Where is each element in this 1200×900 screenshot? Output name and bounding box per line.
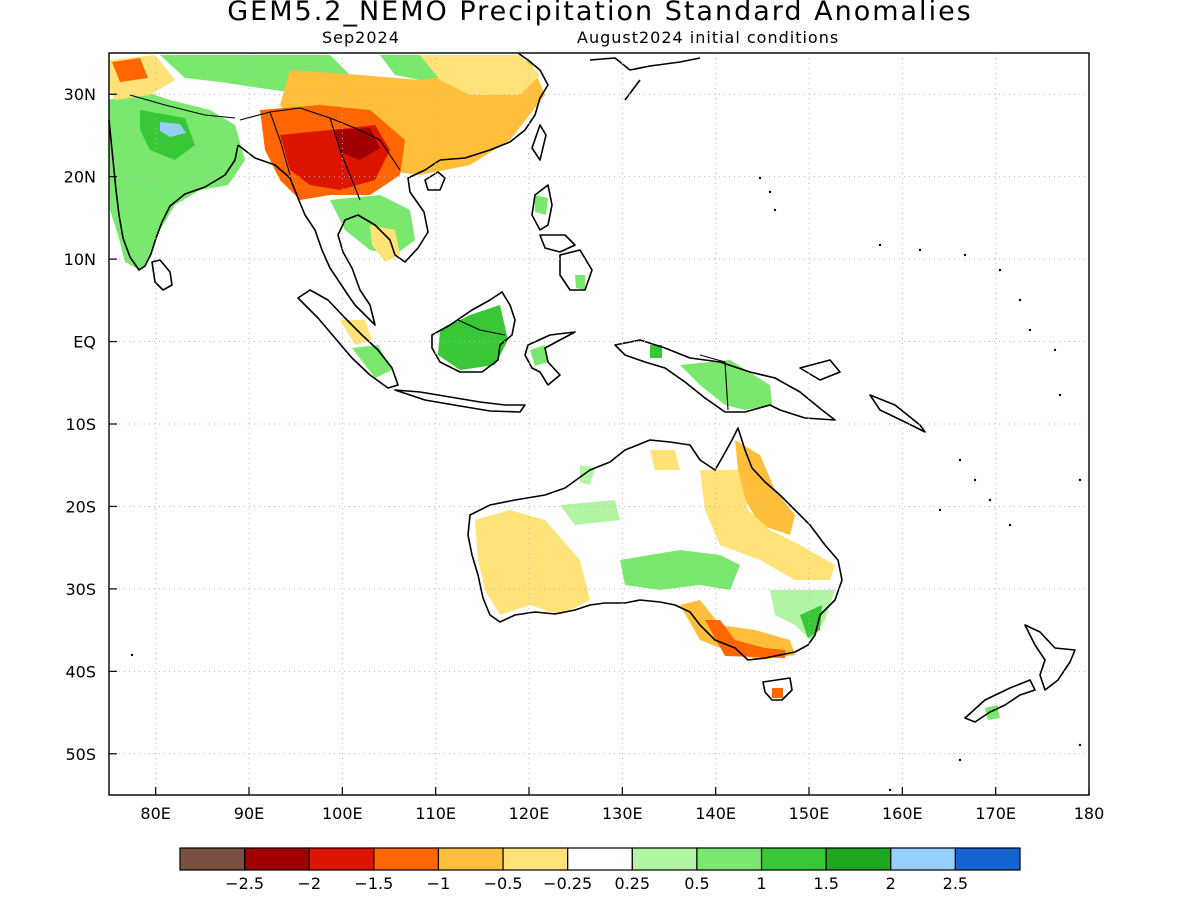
colorbar-label: 2.5 xyxy=(943,874,968,893)
lat-tick-label: 30S xyxy=(65,580,96,599)
lon-tick-label: 100E xyxy=(322,804,363,823)
colorbar-label: 0.5 xyxy=(684,874,709,893)
colorbar-swatch xyxy=(696,847,763,871)
anomaly-philippines xyxy=(535,195,585,290)
colorbar-swatch xyxy=(825,847,892,871)
colorbar-label: −2 xyxy=(297,874,321,893)
anomaly-victoria-strong xyxy=(705,620,785,658)
coastlines xyxy=(108,52,1076,723)
anomaly-victoria xyxy=(680,600,795,660)
coast-india xyxy=(108,119,239,271)
lon-tick-label: 170E xyxy=(975,804,1016,823)
anomaly-indochina-dry xyxy=(370,225,400,262)
anomaly-queensland-light xyxy=(700,470,835,580)
coast-luzon xyxy=(531,184,553,231)
lon-tick-label: 90E xyxy=(234,804,264,823)
colorbar-swatch xyxy=(373,847,440,871)
anomaly-yunnan-extreme xyxy=(335,128,380,160)
lon-tick-label: 130E xyxy=(602,804,643,823)
anomaly-aus-north xyxy=(650,450,680,470)
anomaly-shading xyxy=(109,55,1000,720)
anomaly-tasmania xyxy=(772,688,783,698)
colorbar-label: −2.5 xyxy=(225,874,264,893)
colorbar-label: 0.25 xyxy=(614,874,650,893)
colorbar-swatch xyxy=(437,847,504,871)
coast-south-china xyxy=(439,52,549,161)
lat-tick-label: 40S xyxy=(65,662,96,681)
coast-new-guinea xyxy=(614,339,836,421)
lon-tick-label: 110E xyxy=(415,804,456,823)
colorbar-swatch xyxy=(244,847,310,871)
lon-tick-label: 160E xyxy=(882,804,923,823)
coast-sumatra xyxy=(297,289,399,389)
coast-mindanao xyxy=(559,249,593,291)
coast-taiwan xyxy=(531,124,547,161)
forecast-month: Sep2024 xyxy=(322,28,400,47)
anomaly-new-zealand xyxy=(985,705,1000,720)
colorbar-swatch xyxy=(954,847,1021,871)
colorbar-label: −0.25 xyxy=(543,874,592,893)
colorbar-swatch xyxy=(502,847,569,871)
anomaly-sumatra-green xyxy=(352,345,392,378)
coast-visayas xyxy=(539,234,576,253)
colorbar-swatch xyxy=(760,847,827,871)
gridlines xyxy=(109,53,1089,795)
coast-nz-south xyxy=(964,679,1036,723)
colorbar-swatch xyxy=(308,847,375,871)
coast-sri-lanka xyxy=(151,259,173,291)
initial-conditions-label: August2024 initial conditions xyxy=(577,28,840,47)
colorbar: −2.5 −2 −1.5 −1 −0.5 −0.25 0.25 0.5 1 1.5 2 2.5 xyxy=(179,847,1021,893)
anomaly-central-aus-green xyxy=(620,550,740,590)
map-title: GEM5.2_NEMO Precipitation Standard Anoma… xyxy=(227,0,973,27)
colorbar-swatch xyxy=(890,847,956,871)
colorbar-swatch xyxy=(179,847,246,871)
colorbar-label: 1 xyxy=(756,874,766,893)
coast-korea-japan xyxy=(589,57,701,101)
lon-tick-label: 120E xyxy=(509,804,550,823)
lat-tick-label: 20N xyxy=(64,168,96,187)
colorbar-label: −0.5 xyxy=(484,874,523,893)
pacific-islands xyxy=(130,176,1082,792)
colorbar-label: 2 xyxy=(886,874,896,893)
coast-new-britain xyxy=(799,359,841,381)
coast-hainan xyxy=(424,171,446,191)
lat-tick-label: 20S xyxy=(65,497,96,516)
lon-tick-label: 180 xyxy=(1074,804,1105,823)
colorbar-label: −1 xyxy=(427,874,451,893)
anomaly-china-dry2 xyxy=(420,55,540,95)
coast-australia xyxy=(467,427,843,661)
lon-tick-label: 140E xyxy=(695,804,736,823)
colorbar-label: 1.5 xyxy=(813,874,838,893)
colorbar-swatch xyxy=(567,847,633,871)
lat-tick-label: EQ xyxy=(73,333,96,352)
lat-tick-labels: 30N 20N 10N EQ 10S 20S 30S 40S 50S xyxy=(64,85,117,764)
lon-tick-labels: 80E 90E 100E 110E 120E 130E 140E 150E 160E 170E 18… xyxy=(140,787,1104,823)
lat-tick-label: 10S xyxy=(65,415,96,434)
borders xyxy=(129,94,729,411)
anomaly-borneo xyxy=(438,305,508,370)
coast-myanmar-malay xyxy=(237,144,441,326)
lat-tick-label: 30N xyxy=(64,85,96,104)
lat-tick-label: 10N xyxy=(64,250,96,269)
anomaly-ng-green2 xyxy=(650,345,662,358)
anomaly-central-aus-light xyxy=(560,465,620,525)
coast-solomons xyxy=(869,394,926,433)
colorbar-label: −1.5 xyxy=(354,874,393,893)
coast-java xyxy=(394,389,526,413)
coast-borneo xyxy=(431,291,516,373)
anomaly-india-dry2 xyxy=(112,58,148,82)
coast-sulawesi xyxy=(524,331,576,386)
anomaly-sumatra xyxy=(340,320,372,345)
coast-tasmania xyxy=(762,677,793,701)
lat-tick-label: 50S xyxy=(65,745,96,764)
colorbar-swatch xyxy=(631,847,698,871)
anomaly-sulawesi xyxy=(530,345,548,366)
anomaly-india-max xyxy=(160,122,186,137)
lon-tick-label: 150E xyxy=(789,804,830,823)
coast-nz-north xyxy=(1024,624,1076,691)
anomaly-west-australia xyxy=(475,510,590,615)
lon-tick-label: 80E xyxy=(140,804,170,823)
